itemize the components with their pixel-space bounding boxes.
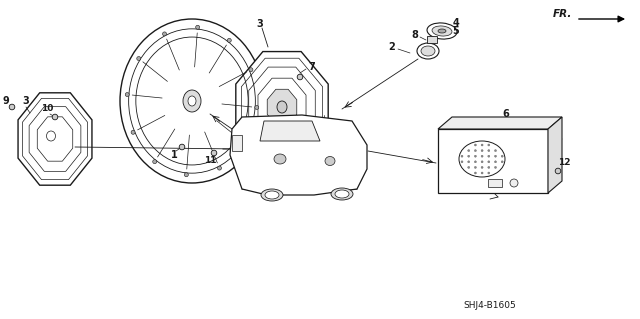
Polygon shape: [260, 121, 320, 141]
Text: 8: 8: [412, 30, 419, 40]
Ellipse shape: [481, 172, 483, 174]
Ellipse shape: [488, 172, 490, 174]
Ellipse shape: [261, 189, 283, 201]
Ellipse shape: [488, 155, 490, 157]
Ellipse shape: [488, 161, 490, 163]
Ellipse shape: [9, 104, 15, 110]
Polygon shape: [236, 52, 328, 162]
Ellipse shape: [488, 144, 490, 146]
Ellipse shape: [325, 157, 335, 166]
Ellipse shape: [120, 19, 264, 183]
Ellipse shape: [474, 144, 476, 146]
Ellipse shape: [481, 167, 483, 168]
Text: 3: 3: [257, 19, 264, 29]
Ellipse shape: [474, 167, 476, 168]
Bar: [232, 135, 242, 151]
Ellipse shape: [495, 155, 497, 157]
Ellipse shape: [459, 141, 505, 177]
Ellipse shape: [488, 167, 490, 168]
Ellipse shape: [461, 161, 463, 163]
Ellipse shape: [125, 93, 129, 97]
Text: 2: 2: [388, 42, 396, 52]
Ellipse shape: [277, 101, 287, 113]
Ellipse shape: [255, 106, 259, 109]
Ellipse shape: [474, 150, 476, 152]
Polygon shape: [438, 117, 562, 129]
Ellipse shape: [468, 155, 470, 157]
Text: 3: 3: [22, 96, 29, 106]
Text: SHJ4-B1605: SHJ4-B1605: [463, 300, 516, 309]
Text: 10: 10: [41, 105, 53, 114]
Ellipse shape: [510, 179, 518, 187]
Bar: [438, 129, 548, 193]
Polygon shape: [548, 117, 562, 193]
Text: 9: 9: [3, 96, 10, 106]
Ellipse shape: [468, 167, 470, 168]
Ellipse shape: [227, 38, 231, 42]
Text: 6: 6: [502, 109, 509, 119]
Ellipse shape: [495, 167, 497, 168]
Ellipse shape: [474, 155, 476, 157]
Ellipse shape: [495, 161, 497, 163]
Ellipse shape: [163, 32, 166, 36]
Bar: [488, 179, 502, 187]
Ellipse shape: [556, 168, 561, 174]
Ellipse shape: [481, 144, 483, 146]
Text: 4: 4: [452, 18, 460, 28]
Ellipse shape: [243, 141, 247, 145]
Ellipse shape: [184, 173, 188, 177]
Ellipse shape: [188, 96, 196, 106]
Ellipse shape: [468, 150, 470, 152]
Ellipse shape: [481, 150, 483, 152]
Ellipse shape: [417, 43, 439, 59]
Ellipse shape: [183, 90, 201, 112]
Ellipse shape: [153, 160, 157, 164]
Ellipse shape: [335, 190, 349, 198]
Text: FR.: FR.: [552, 9, 572, 19]
Ellipse shape: [196, 25, 200, 29]
Ellipse shape: [52, 114, 58, 120]
Ellipse shape: [297, 74, 303, 80]
Text: 7: 7: [308, 62, 316, 72]
Text: 1: 1: [171, 150, 177, 160]
Ellipse shape: [265, 191, 279, 199]
Ellipse shape: [438, 29, 446, 33]
Ellipse shape: [218, 166, 221, 170]
Ellipse shape: [421, 46, 435, 56]
Ellipse shape: [179, 144, 185, 150]
Ellipse shape: [427, 23, 457, 39]
Ellipse shape: [468, 161, 470, 163]
Text: 11: 11: [204, 157, 216, 166]
Polygon shape: [268, 89, 297, 125]
Polygon shape: [18, 93, 92, 185]
Ellipse shape: [474, 161, 476, 163]
Text: 5: 5: [452, 26, 460, 36]
Text: 12: 12: [557, 159, 570, 167]
Ellipse shape: [474, 172, 476, 174]
Ellipse shape: [501, 161, 503, 163]
Ellipse shape: [137, 56, 141, 61]
Ellipse shape: [274, 154, 286, 164]
Bar: [427, 36, 437, 43]
Ellipse shape: [495, 150, 497, 152]
Ellipse shape: [461, 155, 463, 157]
Ellipse shape: [131, 130, 135, 134]
Ellipse shape: [481, 155, 483, 157]
Ellipse shape: [211, 150, 217, 156]
Ellipse shape: [432, 26, 452, 36]
Ellipse shape: [481, 161, 483, 163]
Ellipse shape: [501, 155, 503, 157]
Ellipse shape: [331, 188, 353, 200]
Ellipse shape: [249, 68, 253, 72]
Polygon shape: [230, 115, 367, 195]
Ellipse shape: [488, 150, 490, 152]
